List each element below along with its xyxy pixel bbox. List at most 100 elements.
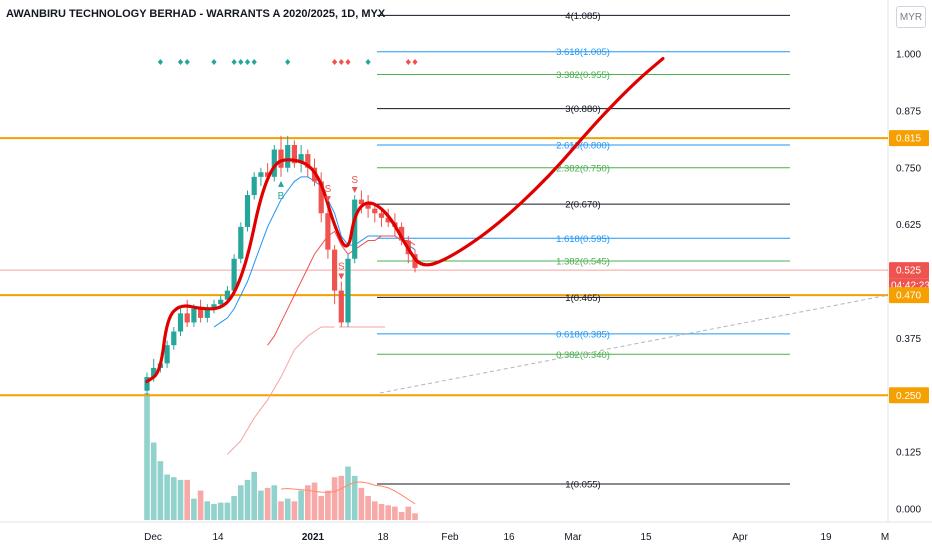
signal-diamond [345, 59, 351, 65]
fib-level-label: 2.618(0.800) [556, 141, 610, 152]
volume-bar [164, 474, 170, 520]
candle-body [171, 331, 177, 346]
volume-bar [291, 501, 298, 520]
buy-arrow [278, 180, 284, 187]
candle-body [271, 149, 277, 177]
price-tick-label: 0.000 [896, 505, 921, 516]
candle-body [258, 172, 264, 177]
fib-level-label: 3.382(0.955) [556, 70, 610, 81]
signal-markers: B S S S [157, 59, 418, 280]
candle-body [184, 313, 190, 323]
volume-bar [278, 501, 284, 520]
time-tick-label: 19 [820, 532, 832, 543]
sell-arrow [338, 273, 345, 280]
price-tag-label: 0.250 [896, 391, 921, 402]
candle-body [332, 249, 338, 291]
candle-body [338, 290, 344, 323]
volume-bar [311, 482, 318, 520]
fib-level-label: 0.382(0.340) [556, 350, 610, 361]
volume-bar [258, 490, 264, 520]
countdown-label: 04:42:23 [891, 281, 930, 292]
sell-signal-label: S [351, 175, 358, 186]
ema-red-line [267, 230, 416, 346]
volume-bar [372, 501, 378, 520]
volume-bar [238, 485, 244, 520]
candle-body [211, 304, 217, 309]
forecast-line [145, 56, 665, 384]
time-tick-label: Feb [441, 532, 459, 543]
candle-body [251, 176, 257, 196]
fib-level-label: 1(0.055) [565, 479, 600, 490]
candle-body [365, 204, 371, 209]
volume-bar [157, 461, 164, 520]
volume-bar [412, 513, 418, 520]
price-tag-box [889, 287, 929, 304]
signal-diamond [157, 59, 163, 65]
price-tag-label: 0.470 [896, 291, 921, 302]
volume-bar [284, 498, 291, 520]
price-tick-label: 0.750 [896, 163, 921, 174]
sell-signal-label: S [325, 184, 332, 195]
volume-bar [318, 495, 324, 520]
candle-body [385, 217, 391, 223]
sell-signal-label: S [338, 262, 345, 273]
candle-body [318, 181, 324, 214]
volume-bar [150, 442, 157, 520]
price-tag-label: 0.815 [896, 134, 921, 145]
volume-bar [358, 487, 365, 520]
price-axis[interactable]: 1.000 0.875 0.750 0.625 0.375 0.125 0.000 [896, 50, 921, 516]
currency-badge[interactable]: MYR [896, 6, 926, 28]
time-tick-label: 18 [377, 532, 389, 543]
trendline[interactable] [379, 294, 889, 394]
volume-bar [271, 485, 278, 520]
volume-bar [204, 501, 211, 520]
volume-bar [171, 477, 177, 520]
signal-diamond [365, 59, 371, 65]
price-tags: 0.815 0.525 04:42:230.470 0.250 [889, 130, 930, 404]
time-tick-label: M [881, 532, 889, 543]
signal-diamond [177, 59, 184, 65]
time-axis[interactable]: Dec 14 2021 18 Feb 16 Mar 15 Apr 19 M [144, 532, 889, 543]
signal-diamond [244, 59, 251, 65]
candle-body [218, 299, 224, 305]
sell-arrow [324, 196, 331, 203]
candle-body [265, 172, 271, 177]
volume-bar [231, 495, 237, 520]
sell-arrow [351, 187, 358, 194]
price-tag-label: 0.525 [896, 266, 921, 277]
dashed-trendline [379, 294, 889, 394]
price-tick-label: 0.375 [896, 334, 921, 345]
candle-body [285, 145, 291, 168]
fibonacci-extension[interactable]: 4(1.085) 3.618(1.005) 3.382(0.955) 3(0.880)… [377, 11, 790, 491]
volume-bar [331, 477, 338, 520]
volume-bar [378, 503, 385, 520]
buy-signal-label: B [278, 191, 285, 202]
signal-diamond [238, 59, 244, 65]
candle-body [305, 154, 311, 168]
volume-bar [217, 502, 224, 520]
volume-bar [385, 505, 391, 520]
candle-body [231, 258, 237, 291]
volume-bars [144, 393, 418, 520]
volume-bar [351, 475, 358, 520]
forecast-path[interactable] [145, 56, 665, 384]
volume-bar [197, 490, 204, 520]
fib-level-label: 2(0.670) [565, 200, 600, 211]
fib-level-label: 1(0.465) [565, 293, 600, 304]
candle-body [345, 258, 351, 323]
chart-title: AWANBIRU TECHNOLOGY BERHAD - WARRANTS A … [6, 8, 386, 20]
signal-diamond [332, 59, 338, 65]
time-tick-label: 16 [503, 532, 515, 543]
fib-level-label: 3(0.880) [565, 104, 600, 115]
candle-body [352, 199, 358, 259]
fib-level-label: 1.382(0.545) [556, 257, 610, 268]
volume-bar [251, 471, 257, 520]
moving-averages [213, 176, 416, 455]
volume-bar [345, 466, 351, 520]
time-tick-label: 15 [640, 532, 652, 543]
candle-body [278, 149, 284, 168]
time-tick-label: Mar [564, 532, 582, 543]
candle-body [378, 213, 385, 218]
price-tag-box [889, 130, 929, 147]
